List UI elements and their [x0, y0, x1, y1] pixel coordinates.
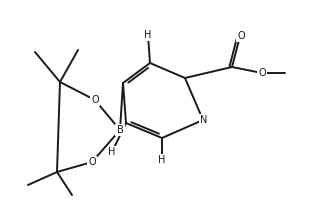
- Text: H: H: [108, 147, 116, 157]
- Text: O: O: [91, 95, 99, 105]
- Text: O: O: [258, 68, 266, 78]
- Text: H: H: [144, 30, 152, 40]
- Text: O: O: [88, 157, 96, 167]
- Text: H: H: [158, 155, 166, 165]
- Text: B: B: [117, 125, 123, 135]
- Text: N: N: [200, 115, 208, 125]
- Text: O: O: [237, 31, 245, 41]
